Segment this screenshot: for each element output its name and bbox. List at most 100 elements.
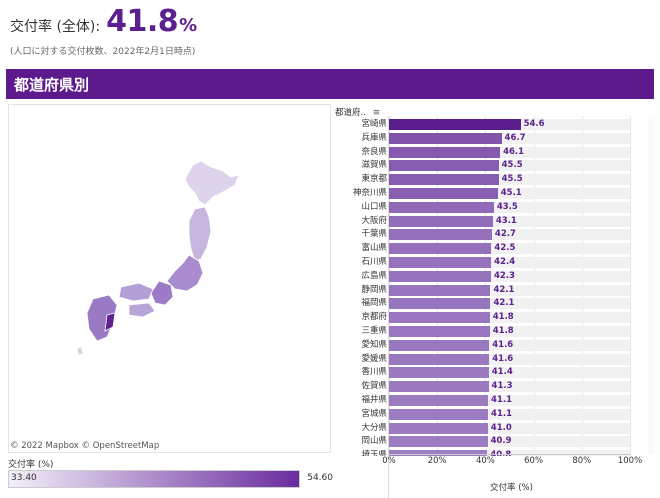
bar[interactable] [389, 353, 490, 365]
bar-category-label: 千葉県 [361, 229, 387, 240]
map-region-chubu-kanto[interactable] [166, 254, 204, 292]
bar[interactable] [389, 229, 492, 241]
map-region-hokkaido[interactable] [184, 160, 240, 206]
bar-row[interactable]: 滋賀県 45.5 [335, 159, 630, 172]
bar-row[interactable]: 大分県 41.0 [335, 422, 630, 435]
bar-row[interactable]: 福岡県 42.1 [335, 297, 630, 310]
bar-category-label: 福井県 [361, 395, 387, 405]
bar-row[interactable]: 三重県 41.8 [335, 325, 630, 338]
bar-track [389, 353, 630, 365]
bar-row[interactable]: 奈良県 46.1 [335, 146, 630, 159]
bar-track [389, 381, 630, 393]
bar-row[interactable]: 兵庫県 46.7 [335, 132, 630, 145]
bar-row[interactable]: 香川県 41.4 [335, 366, 630, 379]
map-region-kyushu[interactable] [86, 294, 118, 342]
bar-row[interactable]: 京都府 41.8 [335, 311, 630, 324]
bar-category-label: 山口県 [361, 201, 387, 212]
gridline [630, 116, 631, 456]
map-region-okinawa[interactable] [76, 346, 84, 356]
bar-row[interactable]: 宮崎県 54.6 [335, 118, 630, 131]
bar[interactable] [389, 436, 488, 448]
bar-row[interactable]: 石川県 42.4 [335, 256, 630, 269]
legend-max: 54.60 [307, 473, 333, 483]
bar-row[interactable]: 神奈川県 45.1 [335, 187, 630, 200]
bar[interactable] [389, 339, 490, 351]
bar[interactable] [389, 312, 490, 324]
x-tick-label: 60% [524, 456, 544, 466]
x-tick-label: 80% [572, 456, 592, 466]
bar-row[interactable]: 山口県 43.5 [335, 201, 630, 214]
map-region-miyazaki[interactable] [104, 312, 116, 332]
bar-value-label: 41.1 [491, 408, 513, 419]
bar-category-label: 宮城県 [361, 408, 387, 419]
bar-value-label: 46.7 [504, 132, 526, 143]
bar[interactable] [389, 450, 488, 456]
bar[interactable] [389, 395, 489, 406]
map-region-chugoku[interactable] [118, 282, 154, 302]
section-header: 都道府県別 [6, 69, 654, 99]
bar-row[interactable]: 東京都 45.5 [335, 173, 630, 186]
bar-row[interactable]: 宮城県 41.1 [335, 408, 630, 421]
map-region-shikoku[interactable] [128, 302, 156, 318]
map-credit: © 2022 Mapbox © OpenStreetMap [10, 441, 160, 451]
bar[interactable] [389, 174, 499, 186]
bar[interactable] [389, 381, 489, 393]
color-legend: 33.40 54.60 [8, 470, 333, 488]
bar-category-label: 佐賀県 [361, 381, 387, 392]
bar-row[interactable]: 岡山県 40.9 [335, 435, 630, 448]
bar-row[interactable]: 佐賀県 41.3 [335, 380, 630, 393]
bar-row[interactable]: 千葉県 42.7 [335, 228, 630, 241]
bar-value-label: 43.1 [495, 215, 517, 226]
bar[interactable] [389, 188, 498, 199]
bar[interactable] [389, 270, 491, 282]
bar-track [389, 395, 630, 406]
bar[interactable] [389, 119, 521, 130]
bar-row[interactable]: 広島県 42.3 [335, 270, 630, 283]
bar-category-label: 大阪府 [361, 215, 387, 226]
bar-track [389, 408, 630, 420]
map-region-tohoku[interactable] [188, 206, 212, 262]
bar[interactable] [389, 243, 492, 255]
bar-row[interactable]: 大阪府 43.1 [335, 215, 630, 228]
bar-category-label: 三重県 [361, 326, 387, 336]
bar-value-label: 54.6 [523, 119, 545, 129]
bar-category-label: 静岡県 [361, 284, 387, 295]
sort-descending-icon[interactable]: ≡ [372, 108, 381, 118]
map-region-kinki[interactable] [150, 280, 174, 306]
x-tick-label: 0% [382, 456, 396, 466]
bar[interactable] [389, 257, 492, 268]
bar-value-label: 42.1 [493, 298, 515, 309]
bar-row[interactable]: 愛知県 41.6 [335, 339, 630, 352]
bar-row[interactable]: 富山県 42.5 [335, 242, 630, 255]
bar[interactable] [389, 326, 490, 337]
japan-map-svg[interactable] [9, 105, 330, 452]
bar[interactable] [389, 284, 491, 296]
bar-category-label: 愛知県 [361, 339, 387, 350]
kpi-note: (人口に対する交付枚数、2022年2月1日時点) [10, 47, 196, 57]
bar[interactable] [389, 367, 489, 379]
chart-scrollbar[interactable] [648, 116, 655, 454]
kpi-unit: % [179, 15, 198, 36]
bar[interactable] [389, 201, 494, 213]
bar-row[interactable]: 愛媛県 41.6 [335, 353, 630, 366]
bar[interactable] [389, 298, 491, 310]
bar-category-label: 広島県 [361, 270, 387, 281]
x-tick-label: 100% [617, 456, 643, 466]
bar[interactable] [389, 215, 493, 227]
chart-left-border [388, 116, 389, 498]
bar-row[interactable]: 静岡県 42.1 [335, 284, 630, 297]
bar-value-label: 41.3 [491, 381, 513, 392]
prefecture-bar-chart[interactable]: 宮崎県 54.6 兵庫県 46.7 奈良県 46.1 滋賀県 45.5 東京都 45.5 神奈川県 4… [335, 116, 657, 456]
bar-row[interactable]: 埼玉県 40.8 [335, 449, 630, 456]
section-title: 都道府県別 [14, 76, 90, 94]
bar[interactable] [389, 160, 499, 172]
bar[interactable] [389, 146, 501, 158]
bar[interactable] [389, 422, 488, 434]
bar[interactable] [389, 408, 489, 420]
bar-row[interactable]: 福井県 41.1 [335, 394, 630, 407]
bar-category-label: 石川県 [361, 257, 387, 267]
column-header[interactable]: 都道府.. ≡ [335, 106, 380, 118]
bar[interactable] [389, 132, 502, 144]
bar-category-label: 滋賀県 [361, 160, 387, 171]
prefecture-map[interactable]: © 2022 Mapbox © OpenStreetMap [8, 104, 331, 453]
